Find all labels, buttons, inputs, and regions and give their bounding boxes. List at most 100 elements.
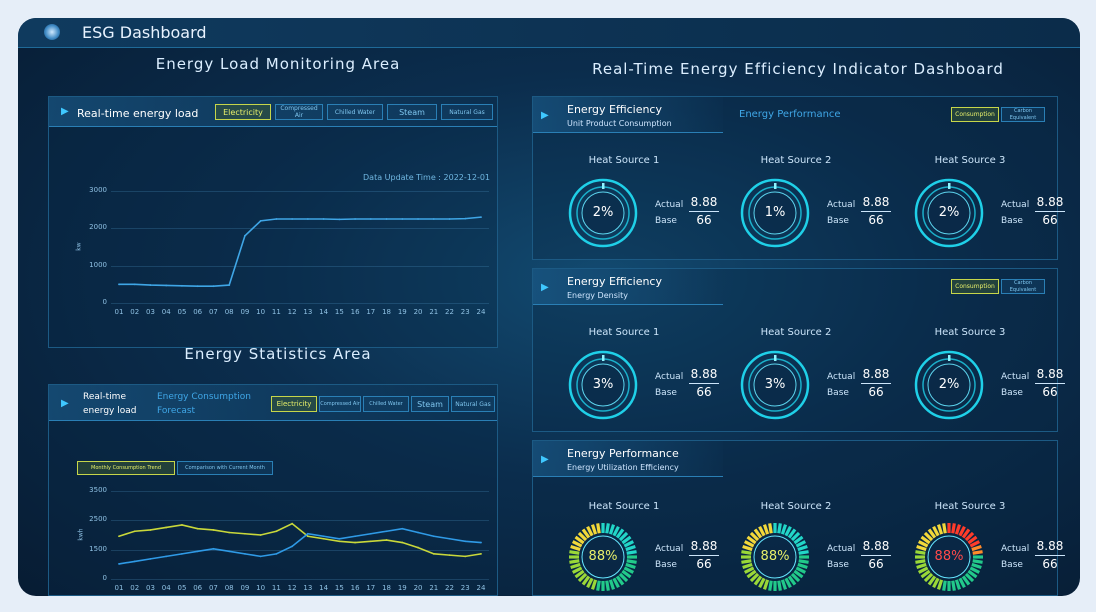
base-value: 66 xyxy=(1042,385,1058,399)
x-tick-label: 17 xyxy=(366,584,376,592)
data-point xyxy=(448,537,451,540)
dashboard-frame: ESG Dashboard Energy Load Monitoring Are… xyxy=(18,18,1080,596)
x-tick-label: 18 xyxy=(382,308,392,316)
block-subtitle: Energy Utilization Efficiency xyxy=(567,463,679,472)
x-tick-label: 19 xyxy=(397,584,407,592)
y-tick-label: 0 xyxy=(102,574,107,582)
stats-tab-chilled-water[interactable]: Chilled Water xyxy=(363,396,409,412)
gauge-value: 3% xyxy=(592,377,614,392)
subtab-monthly-trend[interactable]: Monthly Consumption Trend xyxy=(77,461,175,475)
tab-natural-gas[interactable]: Natural Gas xyxy=(441,104,493,120)
tab-carbon-equivalent[interactable]: Carbon Equivalent xyxy=(1001,107,1045,122)
data-point xyxy=(448,554,451,557)
data-point xyxy=(369,532,372,535)
data-point xyxy=(165,284,168,287)
x-tick-label: 16 xyxy=(350,308,360,316)
base-label: Base xyxy=(1001,216,1023,226)
subtab-comparison[interactable]: Comparison with Current Month xyxy=(177,461,273,475)
gauge-value: 2% xyxy=(592,205,614,220)
chevron-right-icon: ▶ xyxy=(541,110,549,121)
tab-chilled-water[interactable]: Chilled Water xyxy=(327,104,383,120)
base-value: 66 xyxy=(696,385,712,399)
data-point xyxy=(322,218,325,220)
data-point xyxy=(338,218,341,221)
actual-label: Actual xyxy=(1001,544,1030,554)
tab-electricity[interactable]: Electricity xyxy=(215,104,271,120)
x-tick-label: 06 xyxy=(193,584,203,592)
data-point xyxy=(306,535,309,538)
stats-tab-electricity[interactable]: Electricity xyxy=(271,396,317,412)
gauge-ring xyxy=(741,523,809,591)
x-tick-label: 23 xyxy=(460,308,470,316)
data-point xyxy=(480,216,482,219)
data-point xyxy=(259,219,262,222)
x-tick-label: 03 xyxy=(146,584,155,592)
x-tick-label: 01 xyxy=(114,308,124,316)
load-panel-header xyxy=(49,97,497,127)
x-tick-label: 17 xyxy=(366,308,376,316)
actual-value: 8.88 xyxy=(862,539,890,553)
base-label: Base xyxy=(1001,388,1023,398)
forecast-link-line1[interactable]: Energy Consumption xyxy=(157,392,251,402)
heat-source-label: Heat Source 1 xyxy=(588,327,660,338)
gauge-value: 2% xyxy=(938,377,960,392)
block-header xyxy=(533,441,723,477)
tab-consumption[interactable]: Consumption xyxy=(951,279,999,294)
x-tick-label: 01 xyxy=(114,584,124,592)
x-tick-label: 21 xyxy=(429,308,439,316)
gauge-value: 3% xyxy=(764,377,786,392)
gauge-value: 88% xyxy=(760,549,790,564)
base-value: 66 xyxy=(696,213,712,227)
data-point xyxy=(149,557,152,560)
grid-line xyxy=(111,579,489,580)
x-tick-label: 11 xyxy=(271,584,281,592)
data-point xyxy=(385,218,388,220)
base-label: Base xyxy=(827,560,849,570)
x-tick-label: 03 xyxy=(146,308,155,316)
gauge-ring xyxy=(568,178,638,248)
tab-steam[interactable]: Steam xyxy=(387,104,437,120)
data-point xyxy=(322,537,325,540)
stats-tab-steam[interactable]: Steam xyxy=(411,396,449,412)
energy-performance-link[interactable]: Energy Performance xyxy=(739,109,841,120)
x-tick-label: 02 xyxy=(130,308,140,316)
data-point xyxy=(244,552,246,555)
data-point xyxy=(385,539,388,541)
actual-value: 8.88 xyxy=(862,367,890,381)
gauge-value: 88% xyxy=(934,549,964,564)
actual-label: Actual xyxy=(655,200,684,210)
data-point xyxy=(118,283,120,286)
x-tick-label: 16 xyxy=(350,584,360,592)
gauge-ring xyxy=(914,178,984,248)
forecast-link-line2[interactable]: Forecast xyxy=(157,406,196,416)
y-tick-label: 3000 xyxy=(89,186,107,194)
tab-carbon-equivalent[interactable]: Carbon Equivalent xyxy=(1001,279,1045,294)
x-tick-label: 22 xyxy=(445,584,454,592)
data-point xyxy=(369,218,372,220)
x-tick-label: 08 xyxy=(224,308,234,316)
data-point xyxy=(181,524,183,526)
value-divider xyxy=(861,211,891,212)
tab-compressed-air[interactable]: Compressed Air xyxy=(275,104,323,120)
gauge-ring xyxy=(569,523,637,591)
x-tick-label: 20 xyxy=(413,308,423,316)
x-tick-label: 21 xyxy=(429,584,439,592)
x-tick-label: 20 xyxy=(413,584,423,592)
heat-source-label: Heat Source 3 xyxy=(934,327,1006,338)
actual-value: 8.88 xyxy=(690,539,718,553)
stats-tab-compressed-air[interactable]: Compressed Air xyxy=(319,396,361,412)
data-point xyxy=(275,552,278,555)
app-title: ESG Dashboard xyxy=(82,23,207,42)
efficiency-block: ▶ Energy Efficiency Energy Density Consum… xyxy=(532,268,1065,432)
data-point xyxy=(306,532,309,535)
base-value: 66 xyxy=(696,557,712,571)
stats-tab-natural-gas[interactable]: Natural Gas xyxy=(451,396,495,412)
series-line xyxy=(118,522,482,558)
tab-consumption[interactable]: Consumption xyxy=(951,107,999,122)
data-point xyxy=(354,541,356,544)
data-point xyxy=(464,555,467,558)
data-point xyxy=(464,540,467,543)
data-point xyxy=(196,527,199,530)
base-label: Base xyxy=(655,216,677,226)
grid-line xyxy=(111,303,489,304)
